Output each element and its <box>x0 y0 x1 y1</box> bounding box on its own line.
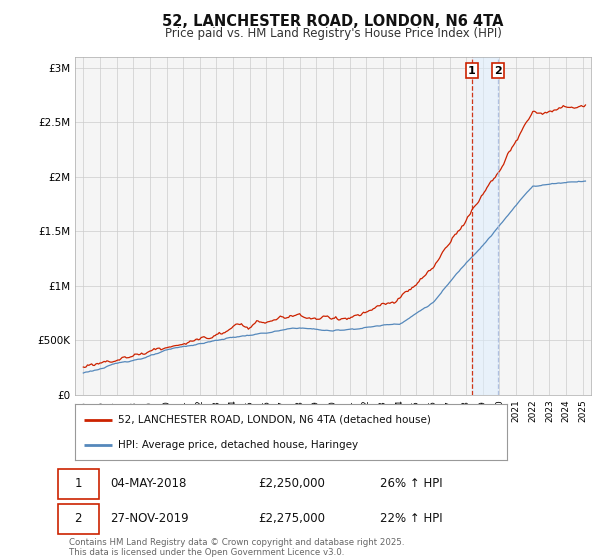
Text: Price paid vs. HM Land Registry's House Price Index (HPI): Price paid vs. HM Land Registry's House … <box>164 27 502 40</box>
Text: Contains HM Land Registry data © Crown copyright and database right 2025.
This d: Contains HM Land Registry data © Crown c… <box>69 538 404 557</box>
Text: 26% ↑ HPI: 26% ↑ HPI <box>380 478 442 491</box>
Text: 2: 2 <box>494 66 502 76</box>
Text: £2,250,000: £2,250,000 <box>259 478 325 491</box>
Text: 22% ↑ HPI: 22% ↑ HPI <box>380 512 442 525</box>
Text: 27-NOV-2019: 27-NOV-2019 <box>110 512 189 525</box>
Text: HPI: Average price, detached house, Haringey: HPI: Average price, detached house, Hari… <box>118 440 358 450</box>
Text: 1: 1 <box>74 478 82 491</box>
Text: 2: 2 <box>74 512 82 525</box>
Text: 52, LANCHESTER ROAD, LONDON, N6 4TA (detached house): 52, LANCHESTER ROAD, LONDON, N6 4TA (det… <box>118 415 431 425</box>
Text: 04-MAY-2018: 04-MAY-2018 <box>110 478 187 491</box>
Text: 1: 1 <box>468 66 476 76</box>
Text: 52, LANCHESTER ROAD, LONDON, N6 4TA: 52, LANCHESTER ROAD, LONDON, N6 4TA <box>162 14 504 29</box>
FancyBboxPatch shape <box>58 469 99 498</box>
FancyBboxPatch shape <box>58 504 99 534</box>
Bar <box>472 57 498 395</box>
Text: £2,275,000: £2,275,000 <box>259 512 325 525</box>
